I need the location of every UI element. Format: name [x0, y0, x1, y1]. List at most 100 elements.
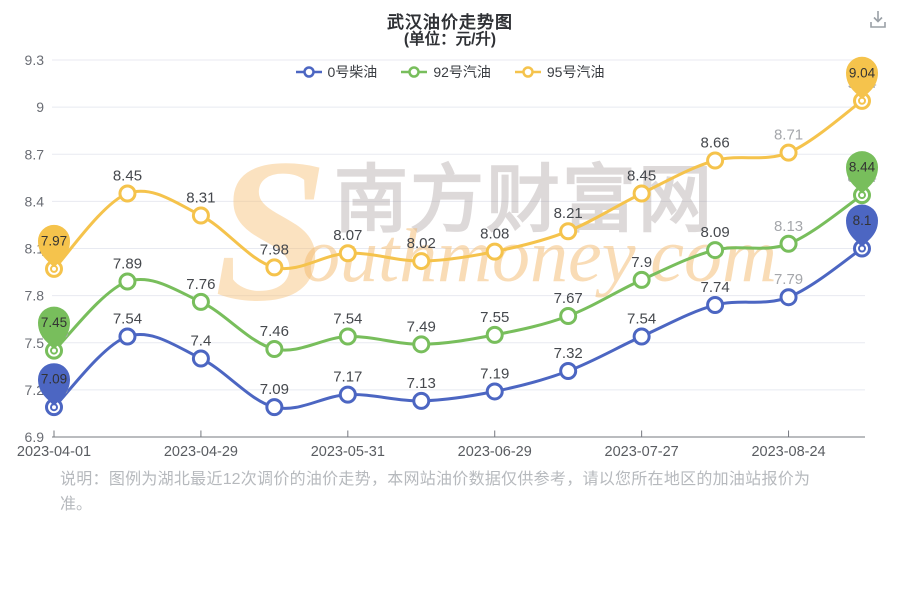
pin-tip-dot: [858, 244, 866, 253]
pin-value-label: 8.1: [853, 213, 872, 228]
disclaimer-note: 说明：图例为湖北最近12次调价的油价走势，本网站油价数据仅供参考，请以您所在地区…: [60, 471, 810, 513]
x-axis-tick-label: 2023-07-27: [605, 444, 679, 460]
point-value-label: 8.71: [774, 127, 803, 144]
data-point-92号汽油[interactable]: [485, 325, 504, 344]
point-value-label: 7.9: [631, 254, 652, 271]
point-value-label: 7.09: [260, 381, 289, 398]
pin-tip-dot: [858, 96, 866, 105]
point-value-label: 7.19: [480, 365, 509, 382]
chart-subtitle: (单位：元/升): [403, 31, 497, 48]
data-point-92号汽油[interactable]: [191, 292, 210, 311]
data-point-92号汽油[interactable]: [338, 327, 357, 346]
legend-label: 92号汽油: [433, 64, 491, 80]
value-pin-0号柴油[interactable]: 8.1: [846, 204, 878, 253]
legend-item-92号汽油[interactable]: 92号汽油: [401, 62, 491, 82]
data-point-0号柴油[interactable]: [632, 327, 651, 346]
data-point-95号汽油[interactable]: [118, 184, 137, 203]
point-value-label: 8.02: [407, 235, 436, 252]
legend-item-0号柴油[interactable]: 0号柴油: [295, 62, 377, 82]
y-axis-tick-label: 7.5: [25, 335, 45, 351]
pin-value-label: 7.97: [41, 233, 67, 248]
point-value-label: 7.67: [554, 290, 583, 307]
point-value-label: 8.31: [186, 190, 215, 207]
pin-shape: [38, 306, 70, 351]
data-point-95号汽油[interactable]: [265, 258, 284, 277]
value-pin-92号汽油[interactable]: 7.45: [38, 306, 70, 355]
y-axis-tick-label: 9: [36, 99, 44, 115]
pin-value-label: 8.44: [849, 160, 876, 175]
data-point-95号汽油[interactable]: [632, 184, 651, 203]
point-value-label: 8.09: [700, 224, 729, 241]
data-point-0号柴油[interactable]: [779, 288, 798, 307]
point-value-label: 7.4: [190, 332, 211, 349]
download-icon: [870, 11, 886, 28]
data-point-95号汽油[interactable]: [412, 252, 431, 271]
point-value-label: 7.89: [113, 255, 142, 272]
data-point-95号汽油[interactable]: [191, 206, 210, 225]
data-point-92号汽油[interactable]: [706, 241, 725, 260]
data-point-95号汽油[interactable]: [559, 222, 578, 241]
data-point-95号汽油[interactable]: [338, 244, 357, 263]
pin-shape: [846, 204, 878, 249]
legend-item-95号汽油[interactable]: 95号汽油: [514, 62, 605, 82]
point-value-label: 8.45: [113, 168, 142, 185]
legend: 0号柴油 92号汽油 95号汽油: [0, 62, 900, 82]
point-value-label: 7.54: [333, 310, 362, 327]
y-axis-tick-label: 7.8: [25, 288, 45, 304]
point-value-label: 7.32: [554, 345, 583, 362]
point-value-label: 8.07: [333, 227, 362, 244]
data-point-0号柴油[interactable]: [559, 362, 578, 381]
point-value-label: 7.54: [627, 310, 656, 327]
data-point-0号柴油[interactable]: [338, 385, 357, 404]
y-axis-tick-label: 8.4: [25, 193, 45, 209]
x-axis-tick-label: 2023-08-24: [751, 444, 825, 460]
data-point-95号汽油[interactable]: [485, 242, 504, 261]
data-point-92号汽油[interactable]: [118, 272, 137, 291]
pin-tip-dot: [50, 403, 58, 412]
data-point-0号柴油[interactable]: [265, 398, 284, 417]
data-point-95号汽油[interactable]: [706, 151, 725, 170]
data-point-92号汽油[interactable]: [412, 335, 431, 354]
point-value-label: 7.76: [186, 276, 215, 293]
series-line-92号汽油: [52, 193, 864, 353]
legend-line-marker-icon: [295, 66, 322, 78]
x-axis-tick-label: 2023-06-29: [458, 444, 532, 460]
x-axis-tick-label: 2023-04-01: [17, 444, 91, 460]
point-value-label: 8.13: [774, 218, 803, 235]
legend-line-marker-icon: [401, 66, 428, 78]
data-point-0号柴油[interactable]: [118, 327, 137, 346]
value-pin-95号汽油[interactable]: 9.04: [846, 56, 878, 105]
data-point-95号汽油[interactable]: [779, 143, 798, 162]
point-value-label: 8.45: [627, 168, 656, 185]
data-point-92号汽油[interactable]: [632, 270, 651, 289]
point-value-label: 7.17: [333, 369, 362, 386]
data-point-92号汽油[interactable]: [779, 234, 798, 253]
pin-tip-dot: [50, 264, 58, 273]
value-pin-0号柴油[interactable]: 7.09: [38, 363, 70, 412]
pin-shape: [846, 151, 878, 196]
point-value-label: 8.66: [700, 135, 729, 152]
point-value-label: 7.13: [407, 375, 436, 392]
y-axis-tick-label: 8.7: [25, 146, 45, 162]
data-point-92号汽油[interactable]: [559, 307, 578, 326]
data-point-92号汽油[interactable]: [265, 340, 284, 359]
y-axis-tick-label: 9.3: [25, 52, 45, 68]
legend-label: 95号汽油: [546, 64, 605, 80]
save-as-image-button[interactable]: [864, 6, 892, 34]
pin-shape: [38, 363, 70, 408]
point-value-label: 7.54: [113, 310, 142, 327]
data-point-0号柴油[interactable]: [191, 349, 210, 368]
pin-value-label: 7.09: [41, 372, 67, 387]
value-pin-95号汽油[interactable]: 7.97: [38, 224, 70, 273]
point-value-label: 8.21: [554, 205, 583, 222]
series-line-0号柴油: [52, 247, 864, 410]
data-point-0号柴油[interactable]: [412, 391, 431, 410]
point-value-label: 7.98: [260, 241, 289, 258]
point-value-label: 7.74: [700, 279, 729, 296]
value-pin-92号汽油[interactable]: 8.44: [846, 151, 878, 200]
data-point-0号柴油[interactable]: [706, 296, 725, 315]
chart-title: 武汉油价走势图: [387, 13, 513, 32]
data-point-0号柴油[interactable]: [485, 382, 504, 401]
